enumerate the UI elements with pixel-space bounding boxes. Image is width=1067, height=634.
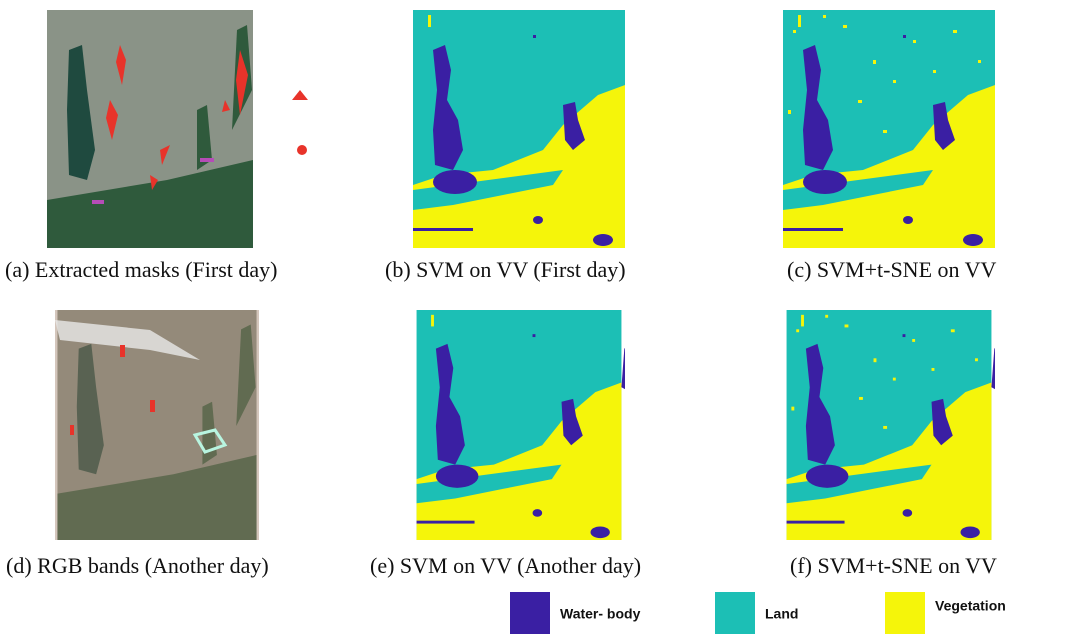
caption: (a) Extracted masks (First day) xyxy=(5,257,277,282)
legend-label: Vegetation xyxy=(935,598,1006,614)
legend-swatch xyxy=(510,592,550,634)
legend: Water- body Land Vegetation xyxy=(510,592,1006,634)
caption: (e) SVM on VV (Another day) xyxy=(370,553,641,578)
legend-swatch xyxy=(885,592,925,634)
figure: (a) Extracted masks (First day) (b) SVM … xyxy=(0,0,1067,634)
legend-label: Water- body xyxy=(560,606,641,622)
image-f xyxy=(787,310,1005,540)
caption: (b) SVM on VV (First day) xyxy=(385,257,626,282)
image-e xyxy=(417,310,635,540)
caption: (c) SVM+t-SNE on VV xyxy=(787,257,996,282)
caption: (d) RGB bands (Another day) xyxy=(6,553,269,578)
image-d xyxy=(55,310,259,540)
caption: (f) SVM+t-SNE on VV xyxy=(790,553,997,578)
legend-label: Land xyxy=(765,606,798,622)
image-c xyxy=(783,10,1009,248)
image-b xyxy=(413,10,639,248)
legend-swatch xyxy=(715,592,755,634)
image-a xyxy=(47,10,308,248)
